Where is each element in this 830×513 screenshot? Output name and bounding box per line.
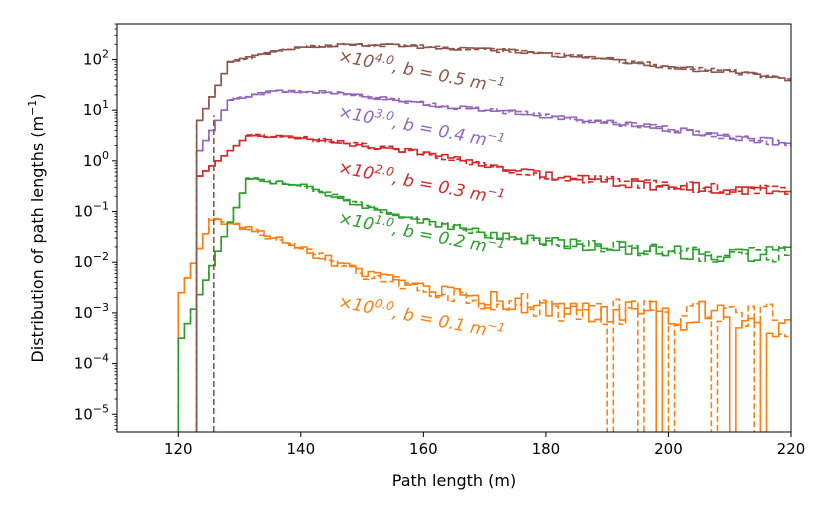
x-tick-label: 200 <box>654 440 683 458</box>
plot-frame <box>116 23 792 433</box>
y-tick-label: 10−3 <box>74 301 109 322</box>
y-axis: 10−5 10−4 10−3 10−2 10−1 100 101 102 <box>74 23 117 430</box>
x-tick-label: 160 <box>409 440 438 458</box>
y-axis-label-close: ) <box>28 93 47 99</box>
series-3-solid-histogram <box>195 89 791 432</box>
x-tick-label: 140 <box>286 440 315 458</box>
y-tick-label: 102 <box>83 47 109 68</box>
y-tick-label: 10−4 <box>74 352 109 373</box>
x-tick-label: 180 <box>532 440 561 458</box>
x-axis: 120 140 160 180 200 220 <box>164 432 805 458</box>
y-axis-label: Distribution of path lengths (m−1) <box>26 93 47 362</box>
y-axis-label-main: Distribution of path lengths (m <box>28 116 47 363</box>
series-0-solid-histogram <box>177 218 791 432</box>
series-4-solid-histogram <box>195 43 791 432</box>
y-tick-label: 10−2 <box>74 250 109 271</box>
y-tick-label: 10−5 <box>74 402 109 423</box>
y-axis-label-sup: −1 <box>26 100 39 116</box>
x-tick-label: 220 <box>777 440 806 458</box>
series-layer <box>177 42 791 432</box>
x-axis-label: Path length (m) <box>392 471 516 490</box>
y-tick-label: 101 <box>83 98 109 119</box>
y-tick-label: 10−1 <box>74 200 109 221</box>
y-tick-label: 100 <box>83 149 109 170</box>
series-2-solid-histogram <box>195 134 791 432</box>
series-0-dashed-histogram <box>177 217 791 432</box>
x-tick-label: 120 <box>164 440 193 458</box>
series-1-solid-histogram <box>177 178 791 432</box>
